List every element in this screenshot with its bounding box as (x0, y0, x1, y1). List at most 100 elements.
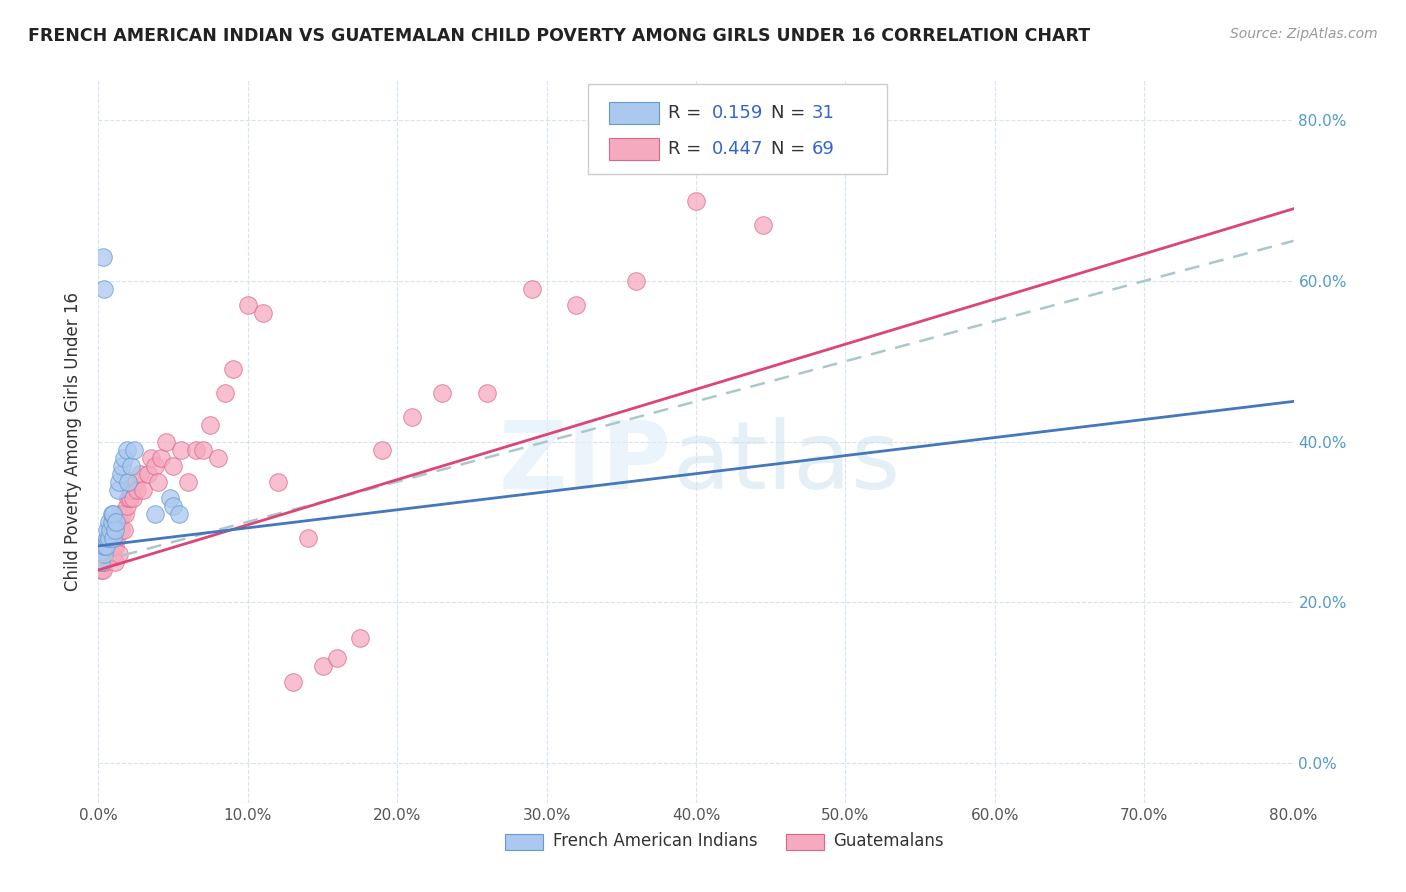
Point (104, 555, 127, 569)
FancyBboxPatch shape (786, 834, 824, 850)
Point (94, 539, 117, 553)
Y-axis label: Child Poverty Among Girls Under 16: Child Poverty Among Girls Under 16 (65, 292, 83, 591)
Point (129, 467, 152, 481)
Point (93, 547, 115, 561)
Point (105, 515, 128, 529)
Point (115, 442, 138, 457)
Point (169, 442, 191, 457)
Point (108, 475, 131, 489)
Text: R =: R = (668, 103, 707, 122)
Point (118, 491, 141, 505)
Text: 31: 31 (811, 103, 835, 122)
Point (97, 515, 120, 529)
Point (98, 523, 122, 537)
Point (311, 659, 333, 673)
Point (685, 194, 707, 208)
Text: atlas: atlas (672, 417, 900, 509)
Point (104, 523, 127, 537)
FancyBboxPatch shape (589, 84, 887, 174)
Point (96, 531, 118, 545)
Point (127, 483, 149, 497)
Point (94, 547, 117, 561)
FancyBboxPatch shape (609, 138, 659, 160)
Point (101, 531, 124, 545)
Point (93, 539, 115, 553)
Point (108, 547, 131, 561)
Point (139, 450, 162, 465)
Point (103, 507, 125, 521)
Text: ZIP: ZIP (499, 417, 672, 509)
Point (159, 491, 181, 505)
Point (90, 563, 112, 577)
Point (96, 539, 118, 553)
Point (103, 547, 125, 561)
Point (90, 555, 112, 569)
Point (191, 442, 214, 457)
Point (281, 675, 304, 690)
Text: N =: N = (772, 103, 811, 122)
Point (214, 386, 236, 401)
Point (115, 499, 138, 513)
Point (143, 458, 166, 473)
Point (107, 515, 129, 529)
Point (96, 539, 118, 553)
Point (104, 539, 127, 553)
Point (97, 531, 120, 545)
Point (222, 362, 245, 376)
Point (132, 483, 155, 497)
Point (112, 450, 135, 465)
Point (98, 531, 122, 545)
Point (520, 282, 543, 296)
Text: 0.447: 0.447 (711, 140, 763, 158)
Point (155, 434, 177, 449)
Point (136, 467, 159, 481)
Point (565, 298, 588, 312)
FancyBboxPatch shape (609, 102, 659, 124)
Point (98, 523, 122, 537)
Text: French American Indians: French American Indians (553, 832, 758, 850)
Point (111, 507, 134, 521)
Point (162, 458, 184, 473)
Text: Source: ZipAtlas.com: Source: ZipAtlas.com (1230, 27, 1378, 41)
Point (148, 475, 170, 489)
Point (167, 507, 190, 521)
Point (91, 539, 114, 553)
Point (267, 475, 290, 489)
Point (120, 458, 142, 473)
Point (110, 467, 132, 481)
Text: R =: R = (668, 140, 707, 158)
Point (101, 523, 124, 537)
Point (103, 531, 125, 545)
Point (110, 523, 132, 537)
Point (101, 507, 124, 521)
Point (177, 475, 200, 489)
Point (97, 539, 120, 553)
Point (125, 475, 148, 489)
Text: Guatemalans: Guatemalans (834, 832, 943, 850)
Point (236, 298, 259, 312)
Point (252, 306, 274, 320)
Point (105, 531, 128, 545)
Point (143, 507, 166, 521)
Point (120, 483, 142, 497)
Point (111, 458, 134, 473)
Point (326, 651, 349, 665)
Point (91, 555, 114, 569)
Point (93, 282, 115, 296)
Text: 69: 69 (811, 140, 835, 158)
Point (349, 632, 371, 646)
Point (371, 442, 394, 457)
Point (124, 442, 146, 457)
Point (752, 218, 775, 232)
Point (91, 563, 114, 577)
FancyBboxPatch shape (505, 834, 543, 850)
Point (207, 450, 229, 465)
Text: FRENCH AMERICAN INDIAN VS GUATEMALAN CHILD POVERTY AMONG GIRLS UNDER 16 CORRELAT: FRENCH AMERICAN INDIAN VS GUATEMALAN CHI… (28, 27, 1090, 45)
Point (105, 515, 128, 529)
Point (117, 475, 139, 489)
Point (162, 499, 184, 513)
Point (101, 515, 124, 529)
Point (114, 507, 136, 521)
Point (121, 491, 143, 505)
Point (91, 250, 114, 264)
